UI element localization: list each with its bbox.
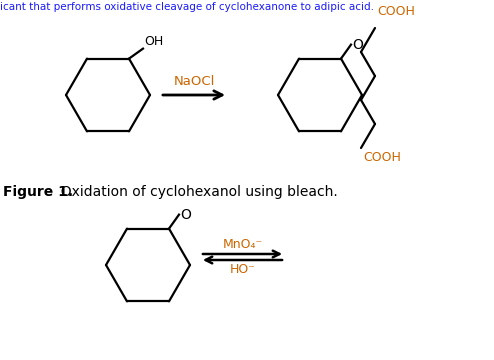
Text: OH: OH [144,35,163,48]
Text: COOH: COOH [363,151,401,164]
Text: Figure 1.: Figure 1. [3,185,73,199]
Text: O: O [352,38,363,51]
Text: icant that performs oxidative cleavage of cyclohexanone to adipic acid.: icant that performs oxidative cleavage o… [0,2,374,12]
Text: COOH: COOH [377,5,415,18]
Text: Oxidation of cyclohexanol using bleach.: Oxidation of cyclohexanol using bleach. [52,185,338,199]
Text: MnO₄⁻: MnO₄⁻ [222,238,263,251]
Text: HO⁻: HO⁻ [230,263,255,276]
Text: NaOCl: NaOCl [173,75,215,88]
Text: O: O [180,208,191,222]
